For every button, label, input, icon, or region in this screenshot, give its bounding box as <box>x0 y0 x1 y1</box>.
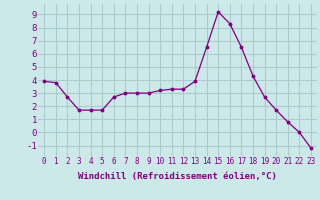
X-axis label: Windchill (Refroidissement éolien,°C): Windchill (Refroidissement éolien,°C) <box>78 172 277 181</box>
